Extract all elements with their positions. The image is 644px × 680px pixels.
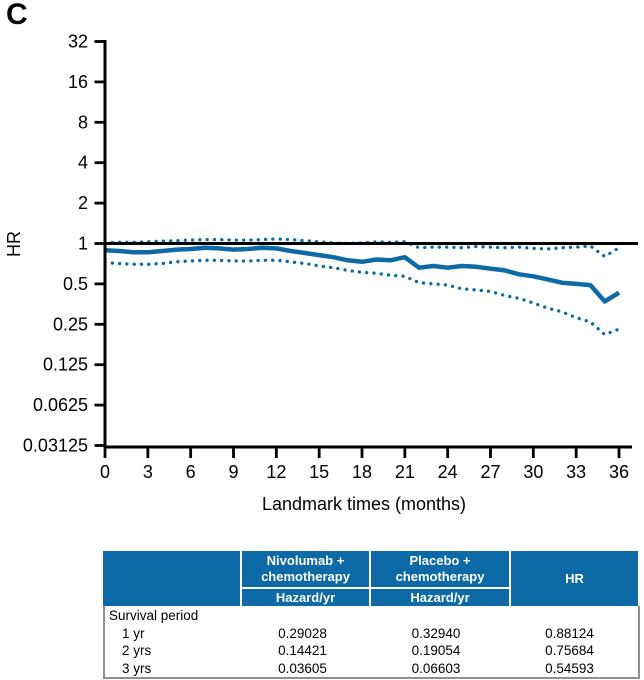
y-tick-label: 8 — [78, 112, 88, 132]
period-label: 1 yr — [122, 625, 145, 641]
table-row-3yrs: 3 yrs 0.03605 0.06603 0.54593 — [105, 660, 638, 678]
x-tick-label: 6 — [186, 462, 196, 482]
x-tick-label: 0 — [100, 462, 110, 482]
x-tick-label: 15 — [309, 462, 329, 482]
x-axis-title: Landmark times (months) — [262, 494, 466, 514]
x-tick-label: 18 — [352, 462, 372, 482]
x-tick-label: 24 — [438, 462, 458, 482]
x-tick-label: 3 — [143, 462, 153, 482]
header-cell-nivolumab: Nivolumab + chemotherapy — [242, 551, 369, 587]
placebo-hazard-value: 0.32940 — [411, 625, 461, 641]
chart-series — [103, 237, 621, 337]
panel-label: C — [6, 0, 28, 31]
hr-solid-line — [104, 245, 621, 304]
x-tick-label: 33 — [566, 462, 586, 482]
nivolumab-hazard-value: 0.14421 — [278, 643, 327, 659]
y-tick-label: 1 — [78, 234, 88, 254]
subheader-hazard-yr-placebo: Hazard/yr — [371, 589, 509, 606]
table-row-2yrs: 2 yrs 0.14421 0.19054 0.75684 — [105, 642, 638, 660]
y-tick-label: 4 — [78, 153, 88, 173]
hazard-table-body: Survival period 1 yr 0.29028 0.32940 0.8… — [103, 606, 640, 679]
header-cell-blank — [103, 551, 240, 606]
y-tick-label: 0.03125 — [23, 436, 88, 456]
section-label-survival-period: Survival period — [109, 608, 199, 624]
x-tick-label: 36 — [609, 462, 629, 482]
y-tick-label: 0.125 — [43, 355, 88, 375]
hr-value: 0.54593 — [545, 660, 594, 676]
hazard-table: Nivolumab + chemotherapy Placebo + chemo… — [103, 551, 640, 679]
y-tick-label: 0.0625 — [33, 395, 88, 415]
header-cell-placebo: Placebo + chemotherapy — [371, 551, 509, 587]
x-tick-label: 21 — [395, 462, 415, 482]
x-tick-label: 12 — [266, 462, 286, 482]
hazard-table-header: Nivolumab + chemotherapy Placebo + chemo… — [103, 551, 640, 606]
period-label: 3 yrs — [122, 660, 152, 676]
x-tick-label: 27 — [480, 462, 500, 482]
y-tick-label: 32 — [68, 32, 88, 52]
y-tick-label: 2 — [78, 193, 88, 213]
y-tick-label: 0.5 — [63, 274, 88, 294]
x-tick-label: 9 — [228, 462, 238, 482]
hr-value: 0.88124 — [545, 625, 594, 641]
hr-value: 0.75684 — [545, 643, 594, 659]
nivolumab-hazard-value: 0.29028 — [278, 625, 327, 641]
y-axis-title: HR — [4, 231, 24, 257]
y-tick-label: 0.25 — [53, 314, 88, 334]
placebo-hazard-value: 0.19054 — [411, 643, 461, 659]
y-tick-label: 16 — [68, 72, 88, 92]
period-label: 2 yrs — [122, 643, 152, 659]
x-tick-label: 30 — [523, 462, 543, 482]
header-cell-hr: HR — [511, 551, 638, 606]
placebo-hazard-value: 0.06603 — [411, 660, 461, 676]
subheader-hazard-yr-nivolumab: Hazard/yr — [242, 589, 369, 606]
ci-lower-dotted-line — [103, 258, 621, 337]
nivolumab-hazard-value: 0.03605 — [278, 660, 327, 676]
table-row-1yr: 1 yr 0.29028 0.32940 0.88124 — [105, 625, 638, 643]
ci-upper-dotted-line — [103, 237, 621, 259]
